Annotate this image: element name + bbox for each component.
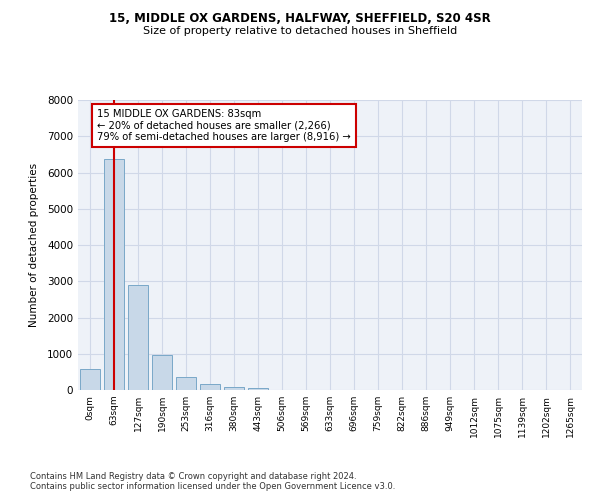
- Text: Contains public sector information licensed under the Open Government Licence v3: Contains public sector information licen…: [30, 482, 395, 491]
- Bar: [224, 386, 244, 390]
- Bar: [176, 378, 196, 390]
- Text: 15, MIDDLE OX GARDENS, HALFWAY, SHEFFIELD, S20 4SR: 15, MIDDLE OX GARDENS, HALFWAY, SHEFFIEL…: [109, 12, 491, 26]
- Bar: [152, 355, 172, 390]
- Text: 15 MIDDLE OX GARDENS: 83sqm
← 20% of detached houses are smaller (2,266)
79% of : 15 MIDDLE OX GARDENS: 83sqm ← 20% of det…: [97, 109, 351, 142]
- Text: Contains HM Land Registry data © Crown copyright and database right 2024.: Contains HM Land Registry data © Crown c…: [30, 472, 356, 481]
- Bar: [80, 369, 100, 390]
- Y-axis label: Number of detached properties: Number of detached properties: [29, 163, 38, 327]
- Bar: [200, 384, 220, 390]
- Bar: [248, 388, 268, 390]
- Text: Size of property relative to detached houses in Sheffield: Size of property relative to detached ho…: [143, 26, 457, 36]
- Bar: [104, 158, 124, 390]
- Bar: [128, 285, 148, 390]
